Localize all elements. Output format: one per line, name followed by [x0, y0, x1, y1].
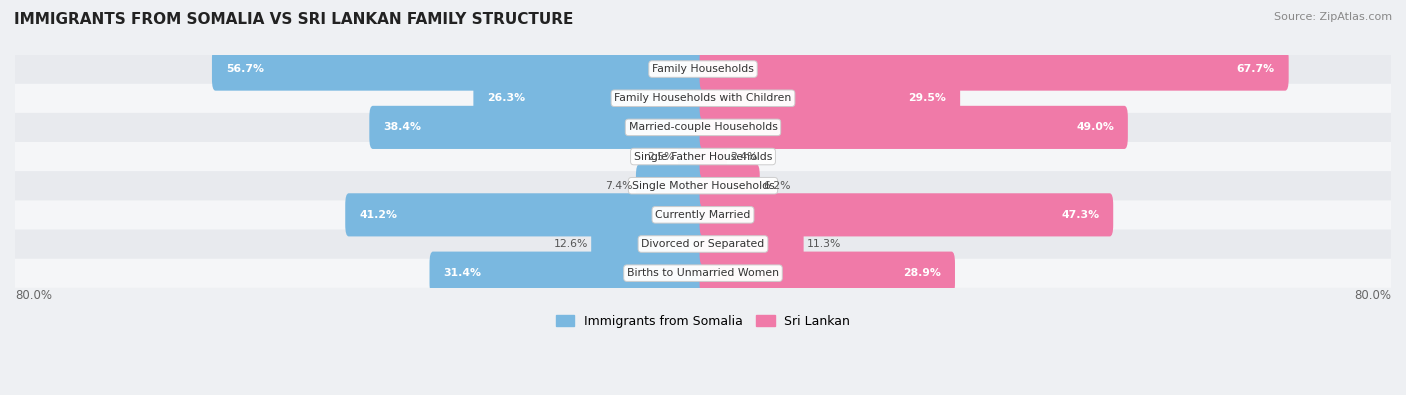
Text: 12.6%: 12.6% [554, 239, 588, 249]
Text: 41.2%: 41.2% [359, 210, 396, 220]
FancyBboxPatch shape [15, 113, 1391, 142]
FancyBboxPatch shape [370, 106, 706, 149]
Text: 31.4%: 31.4% [443, 268, 481, 278]
Text: Births to Unmarried Women: Births to Unmarried Women [627, 268, 779, 278]
Text: 7.4%: 7.4% [605, 181, 633, 191]
FancyBboxPatch shape [346, 193, 706, 237]
Text: 38.4%: 38.4% [382, 122, 420, 132]
FancyBboxPatch shape [15, 55, 1391, 84]
FancyBboxPatch shape [700, 164, 759, 207]
Text: Family Households with Children: Family Households with Children [614, 93, 792, 103]
FancyBboxPatch shape [700, 106, 1128, 149]
Text: 47.3%: 47.3% [1062, 210, 1099, 220]
Text: 2.4%: 2.4% [731, 152, 758, 162]
FancyBboxPatch shape [700, 193, 1114, 237]
Text: 11.3%: 11.3% [807, 239, 841, 249]
FancyBboxPatch shape [700, 77, 960, 120]
FancyBboxPatch shape [700, 47, 1289, 90]
FancyBboxPatch shape [15, 171, 1391, 200]
FancyBboxPatch shape [700, 252, 955, 295]
Text: Single Mother Households: Single Mother Households [631, 181, 775, 191]
Text: 26.3%: 26.3% [486, 93, 526, 103]
Text: 6.2%: 6.2% [763, 181, 790, 191]
Text: Single Father Households: Single Father Households [634, 152, 772, 162]
FancyBboxPatch shape [700, 135, 727, 178]
FancyBboxPatch shape [636, 164, 706, 207]
FancyBboxPatch shape [700, 222, 804, 265]
Text: 67.7%: 67.7% [1237, 64, 1275, 74]
Text: Married-couple Households: Married-couple Households [628, 122, 778, 132]
Text: Divorced or Separated: Divorced or Separated [641, 239, 765, 249]
FancyBboxPatch shape [678, 135, 706, 178]
FancyBboxPatch shape [15, 259, 1391, 288]
Text: Currently Married: Currently Married [655, 210, 751, 220]
FancyBboxPatch shape [15, 229, 1391, 259]
FancyBboxPatch shape [15, 142, 1391, 171]
FancyBboxPatch shape [15, 200, 1391, 229]
Text: 28.9%: 28.9% [903, 268, 941, 278]
FancyBboxPatch shape [212, 47, 706, 90]
Text: 80.0%: 80.0% [15, 289, 52, 302]
Text: IMMIGRANTS FROM SOMALIA VS SRI LANKAN FAMILY STRUCTURE: IMMIGRANTS FROM SOMALIA VS SRI LANKAN FA… [14, 12, 574, 27]
Text: 80.0%: 80.0% [1354, 289, 1391, 302]
Text: 2.5%: 2.5% [647, 152, 675, 162]
Text: Family Households: Family Households [652, 64, 754, 74]
Text: Source: ZipAtlas.com: Source: ZipAtlas.com [1274, 12, 1392, 22]
Legend: Immigrants from Somalia, Sri Lankan: Immigrants from Somalia, Sri Lankan [551, 310, 855, 333]
FancyBboxPatch shape [591, 222, 706, 265]
FancyBboxPatch shape [474, 77, 706, 120]
Text: 49.0%: 49.0% [1076, 122, 1114, 132]
FancyBboxPatch shape [429, 252, 706, 295]
FancyBboxPatch shape [15, 84, 1391, 113]
Text: 29.5%: 29.5% [908, 93, 946, 103]
Text: 56.7%: 56.7% [226, 64, 264, 74]
